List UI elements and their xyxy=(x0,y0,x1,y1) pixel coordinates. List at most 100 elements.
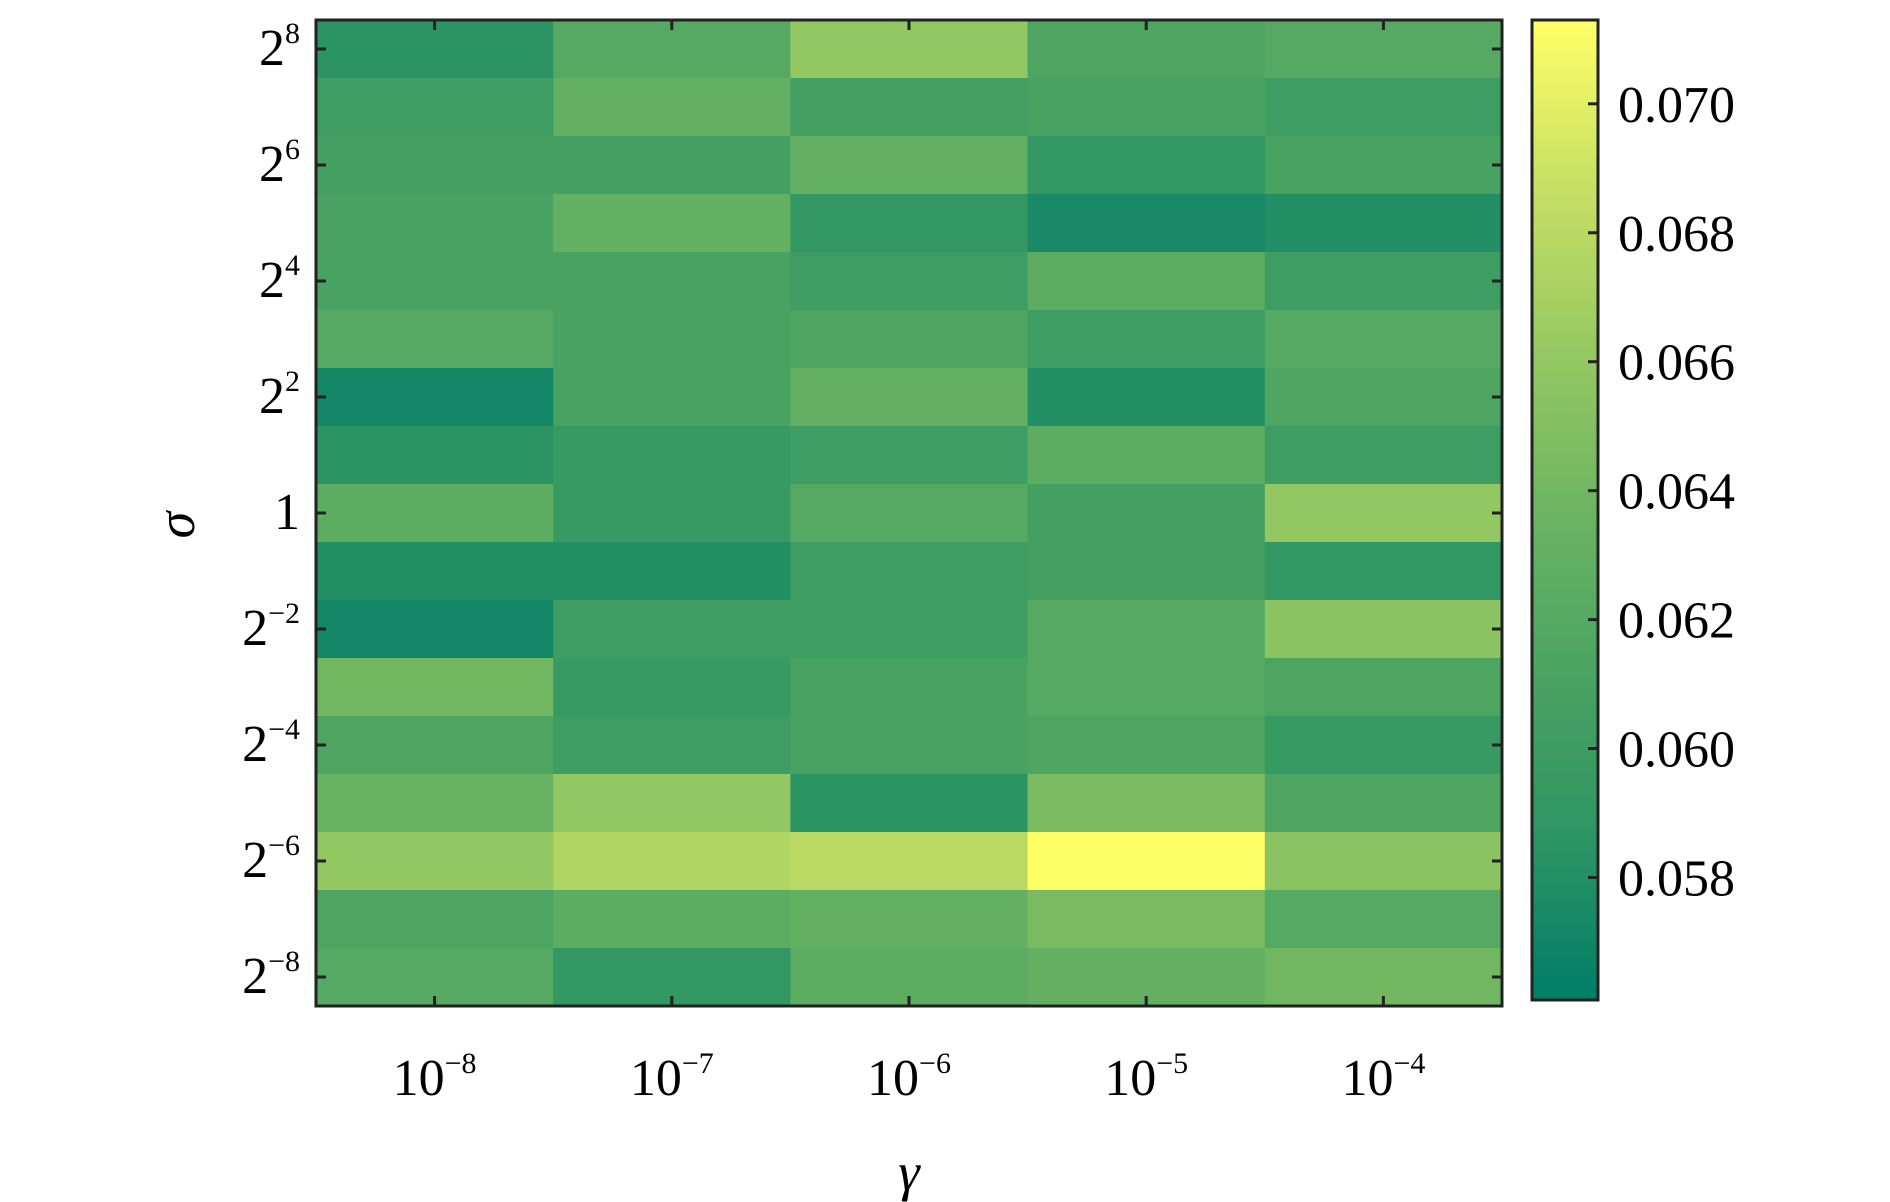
heatmap-cell xyxy=(553,484,791,543)
heatmap-cell xyxy=(1264,252,1503,311)
x-tick-label: 10−6 xyxy=(867,1047,951,1107)
heatmap-cell xyxy=(553,658,791,717)
heatmap-cell xyxy=(790,78,1029,137)
heatmap-cell xyxy=(1264,426,1503,485)
heatmap-cell xyxy=(316,368,554,427)
heatmap-cell xyxy=(553,716,791,775)
heatmap-cell xyxy=(1264,890,1503,949)
y-tick-label: 2−4 xyxy=(242,713,300,773)
heatmap-cell xyxy=(316,310,554,369)
y-tick-label: 2−8 xyxy=(242,945,300,1005)
colorbar-tick-label: 0.058 xyxy=(1618,851,1735,908)
heatmap-cell xyxy=(553,774,791,833)
heatmap-cell xyxy=(790,368,1029,427)
heatmap-cell xyxy=(553,542,791,601)
heatmap-cell xyxy=(790,890,1029,949)
colorbar-tick-label: 0.066 xyxy=(1618,335,1735,392)
heatmap-cell xyxy=(1027,890,1266,949)
heatmap-cell xyxy=(790,426,1029,485)
heatmap-cell xyxy=(1027,78,1266,137)
y-tick-label: 22 xyxy=(259,365,300,425)
heatmap-cell xyxy=(1264,658,1503,717)
x-tick-labels: 10−8 10−7 10−6 10−5 10−4 xyxy=(393,1047,1426,1107)
heatmap-cell xyxy=(790,484,1029,543)
heatmap-cell xyxy=(1264,136,1503,195)
heatmap-cell xyxy=(1264,832,1503,891)
heatmap-cell xyxy=(553,600,791,659)
heatmap-cell xyxy=(553,368,791,427)
x-tick-label: 10−5 xyxy=(1104,1047,1188,1107)
colorbar-tick-label: 0.064 xyxy=(1618,464,1735,521)
heatmap-cell xyxy=(553,426,791,485)
heatmap-cell xyxy=(1027,136,1266,195)
heatmap-cell xyxy=(790,774,1029,833)
y-axis-label: σ xyxy=(146,509,206,538)
heatmap-cell xyxy=(553,890,791,949)
heatmap-cell xyxy=(790,194,1029,253)
heatmap-cell xyxy=(790,136,1029,195)
heatmap-cell xyxy=(316,426,554,485)
colorbar xyxy=(1530,18,1600,1002)
y-tick-labels: 28 26 24 22 1 2−2 2−4 2−6 2−8 xyxy=(242,17,300,1005)
y-tick-label: 26 xyxy=(259,133,300,193)
heatmap-cell xyxy=(553,252,791,311)
heatmap-cell xyxy=(553,832,791,891)
heatmap-cell xyxy=(316,194,554,253)
heatmap-cell xyxy=(1027,368,1266,427)
heatmap-cell xyxy=(316,484,554,543)
heatmap-cell xyxy=(790,542,1029,601)
heatmap-cell xyxy=(316,774,554,833)
x-axis-label: γ xyxy=(898,1142,921,1202)
heatmap-cell xyxy=(316,658,554,717)
heatmap-cell xyxy=(1264,194,1503,253)
heatmap-cells xyxy=(316,20,1503,1007)
heatmap-cell xyxy=(1264,484,1503,543)
heatmap-cell xyxy=(1027,600,1266,659)
x-tick-label: 10−7 xyxy=(630,1047,714,1107)
heatmap-cell xyxy=(553,78,791,137)
heatmap-cell xyxy=(1264,78,1503,137)
heatmap-cell xyxy=(1027,426,1266,485)
heatmap-cell xyxy=(790,716,1029,775)
heatmap-cell xyxy=(1027,310,1266,369)
heatmap-cell xyxy=(316,716,554,775)
colorbar-ticks xyxy=(1588,102,1598,879)
x-tick-label: 10−4 xyxy=(1341,1047,1425,1107)
heatmap-cell xyxy=(790,252,1029,311)
colorbar-tick-label: 0.068 xyxy=(1618,206,1735,263)
y-tick-label: 2−2 xyxy=(242,597,300,657)
heatmap-cell xyxy=(316,832,554,891)
heatmap-cell xyxy=(316,78,554,137)
heatmap-cell xyxy=(553,310,791,369)
heatmap-cell xyxy=(553,194,791,253)
heatmap-cell xyxy=(1027,252,1266,311)
heatmap-cell xyxy=(1027,716,1266,775)
heatmap-cell xyxy=(1264,600,1503,659)
colorbar-tick-label: 0.070 xyxy=(1618,77,1735,134)
y-tick-label: 2−6 xyxy=(242,829,300,889)
heatmap-cell xyxy=(1027,832,1266,891)
heatmap-cell xyxy=(1027,194,1266,253)
heatmap-cell xyxy=(790,310,1029,369)
y-tick-label: 24 xyxy=(259,249,300,309)
heatmap-cell xyxy=(316,136,554,195)
heatmap-cell xyxy=(790,832,1029,891)
heatmap-cell xyxy=(790,658,1029,717)
heatmap-cell xyxy=(1264,368,1503,427)
heatmap-cell xyxy=(316,542,554,601)
heatmap-cell xyxy=(316,890,554,949)
heatmap-cell xyxy=(1027,484,1266,543)
heatmap-cell xyxy=(790,600,1029,659)
heatmap-cell xyxy=(316,600,554,659)
heatmap-cell xyxy=(1027,774,1266,833)
heatmap-cell xyxy=(1264,716,1503,775)
axis-ticks xyxy=(316,20,1502,1006)
colorbar-tick-labels: 0.058 0.060 0.062 0.064 0.066 0.068 0.070 xyxy=(1618,77,1735,908)
heatmap-cell xyxy=(1264,310,1503,369)
colorbar-tick-label: 0.062 xyxy=(1618,593,1735,650)
heatmap-cell xyxy=(1027,542,1266,601)
colorbar-tick-label: 0.060 xyxy=(1618,722,1735,779)
heatmap-cell xyxy=(1264,542,1503,601)
y-tick-label: 1 xyxy=(274,484,300,541)
